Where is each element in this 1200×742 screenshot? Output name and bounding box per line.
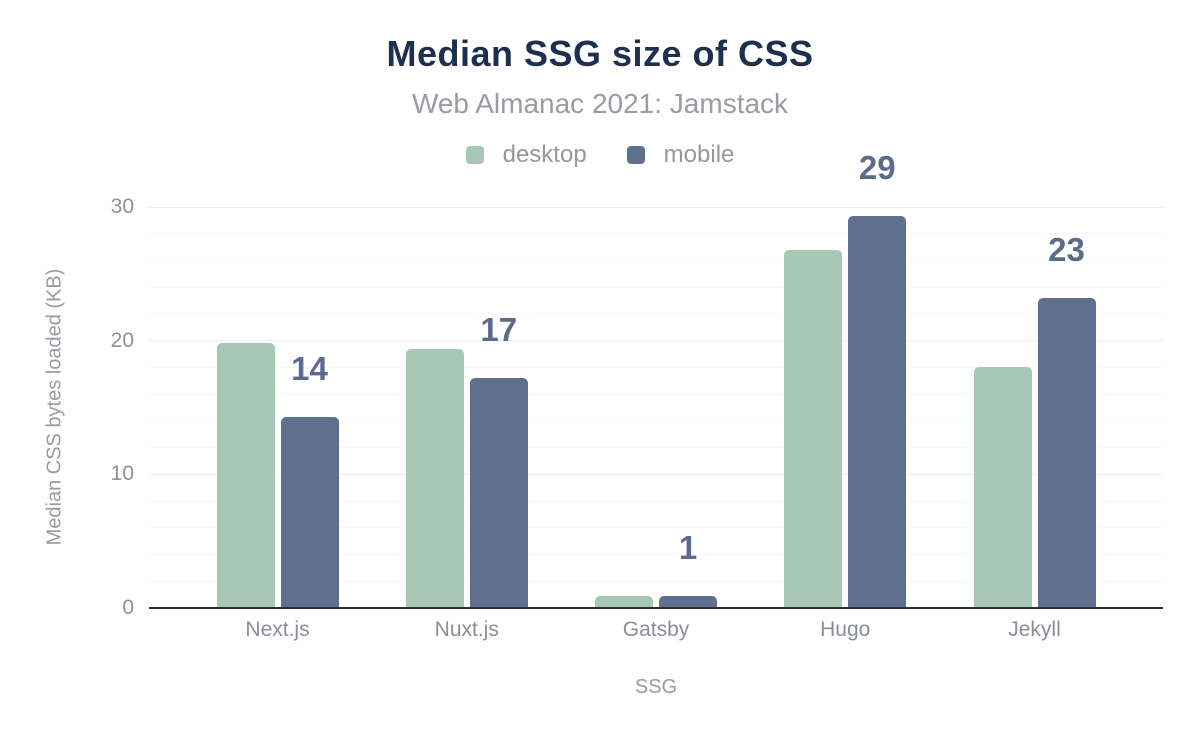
- minor-gridline: [149, 500, 1163, 502]
- bar-mobile-jekyll[interactable]: [1037, 297, 1096, 608]
- x-category-label: Hugo: [820, 618, 871, 641]
- y-tick-label: 20: [110, 328, 134, 352]
- data-label-mobile-nextjs: 14: [291, 349, 328, 387]
- plot-area: 0 10 20 30 14 Next.js 17 Nuxt.js 1 Gatsby 29 Hugo 23…: [111, 151, 1163, 641]
- legend-swatch-desktop: [465, 146, 484, 164]
- bar-desktop-gatsby[interactable]: [595, 595, 653, 608]
- bar-desktop-nextjs[interactable]: [216, 343, 275, 608]
- x-category-label: Gatsby: [622, 618, 690, 641]
- bar-desktop-hugo[interactable]: [784, 249, 843, 608]
- legend-label-desktop: desktop: [502, 141, 587, 168]
- y-tick-label: 0: [122, 596, 134, 619]
- data-label-mobile-nuxtjs: 17: [480, 311, 518, 349]
- x-category-label: Next.js: [245, 618, 310, 641]
- minor-gridline: [149, 233, 1163, 235]
- major-gridline: [149, 473, 1163, 475]
- bar-mobile-hugo[interactable]: [848, 216, 907, 608]
- minor-gridline: [149, 527, 1163, 529]
- bar-mobile-nextjs[interactable]: [280, 416, 339, 608]
- minor-gridline: [149, 286, 1163, 288]
- bar-desktop-nuxtjs[interactable]: [405, 348, 464, 608]
- x-category-label: Jekyll: [1008, 618, 1061, 641]
- minor-gridline: [149, 313, 1163, 315]
- legend: desktop mobile: [0, 141, 1200, 169]
- bar-group-jekyll: 23 Jekyll: [973, 207, 1096, 641]
- bar-group-hugo: 29 Hugo: [784, 151, 907, 641]
- bar-mobile-gatsby[interactable]: [659, 595, 717, 608]
- bar-group-nuxtjs: 17 Nuxt.js: [405, 207, 528, 641]
- bar-desktop-jekyll[interactable]: [973, 367, 1032, 608]
- minor-gridline: [149, 420, 1163, 422]
- x-axis-title: SSG: [634, 676, 678, 698]
- minor-gridline: [149, 259, 1163, 261]
- x-axis-line: [149, 607, 1163, 609]
- chart-title: Median SSG size of CSS: [386, 33, 814, 74]
- minor-gridline: [149, 366, 1163, 368]
- legend-label-mobile: mobile: [663, 141, 735, 168]
- chart-subtitle: Web Almanac 2021: Jamstack: [411, 88, 789, 119]
- minor-gridline: [149, 554, 1163, 556]
- x-category-label: Nuxt.js: [434, 618, 499, 641]
- data-label-mobile-jekyll: 23: [1048, 230, 1085, 268]
- legend-item-mobile[interactable]: mobile: [626, 141, 735, 169]
- legend-swatch-mobile: [626, 146, 645, 164]
- minor-gridline: [149, 393, 1163, 395]
- bar-group-nextjs: 14 Next.js: [216, 207, 339, 641]
- minor-gridline: [149, 447, 1163, 449]
- major-gridline: [149, 340, 1163, 342]
- y-axis-title: Median CSS bytes loaded (KB): [43, 268, 66, 546]
- y-tick-label: 30: [110, 195, 134, 218]
- major-gridline: [149, 206, 1163, 208]
- data-label-mobile-gatsby: 1: [678, 528, 698, 566]
- bar-mobile-nuxtjs[interactable]: [469, 378, 528, 608]
- bar-group-gatsby: 1 Gatsby: [595, 207, 717, 641]
- data-label-mobile-hugo: 29: [858, 149, 896, 187]
- y-tick-label: 10: [110, 462, 134, 486]
- minor-gridline: [149, 580, 1163, 582]
- legend-item-desktop[interactable]: desktop: [465, 141, 587, 169]
